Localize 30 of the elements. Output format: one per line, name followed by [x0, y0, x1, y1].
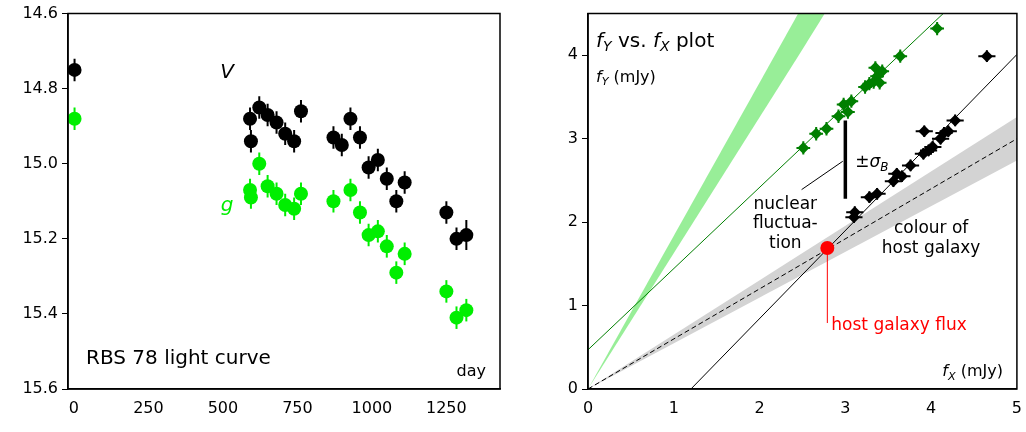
- x-tick-label: 0: [68, 397, 80, 417]
- series-label: V: [220, 58, 236, 83]
- x-axis-title: day: [456, 361, 487, 381]
- x-tick-label: 5: [1011, 397, 1022, 417]
- series-label: g: [220, 192, 234, 217]
- y-tick-label: 15.6: [22, 378, 58, 398]
- y-tick-label: 4: [567, 44, 578, 64]
- y-tick-label: 2: [567, 211, 578, 231]
- y-tick-label: 15.0: [22, 152, 58, 172]
- annotation: nuclear fluctua- tion: [752, 192, 818, 252]
- y-tick-label: 15.4: [22, 303, 58, 323]
- y-tick-label: 14.8: [22, 77, 58, 97]
- y-tick-label: 3: [567, 127, 578, 147]
- text: host galaxy flux: [831, 314, 967, 335]
- x-tick-label: 1: [668, 397, 679, 417]
- x-tick-label: 250: [133, 397, 164, 417]
- y-tick-label: 1: [567, 294, 578, 314]
- x-tick-label: 2: [754, 397, 765, 417]
- y-tick-label: 0: [567, 378, 578, 398]
- x-tick-label: 3: [840, 397, 851, 417]
- x-tick-label: 1250: [426, 397, 467, 417]
- x-tick-label: 4: [926, 397, 937, 417]
- y-tick-label: 15.2: [22, 228, 58, 247]
- x-tick-label: 1000: [351, 397, 393, 417]
- text: RBS 78 light curve: [86, 345, 271, 370]
- x-tick-label: 500: [207, 397, 239, 417]
- x-tick-label: 0: [582, 397, 594, 417]
- annotation: colour of host galaxy: [881, 217, 981, 258]
- y-tick-label: 14.6: [22, 2, 58, 22]
- x-tick-label: 750: [282, 397, 313, 417]
